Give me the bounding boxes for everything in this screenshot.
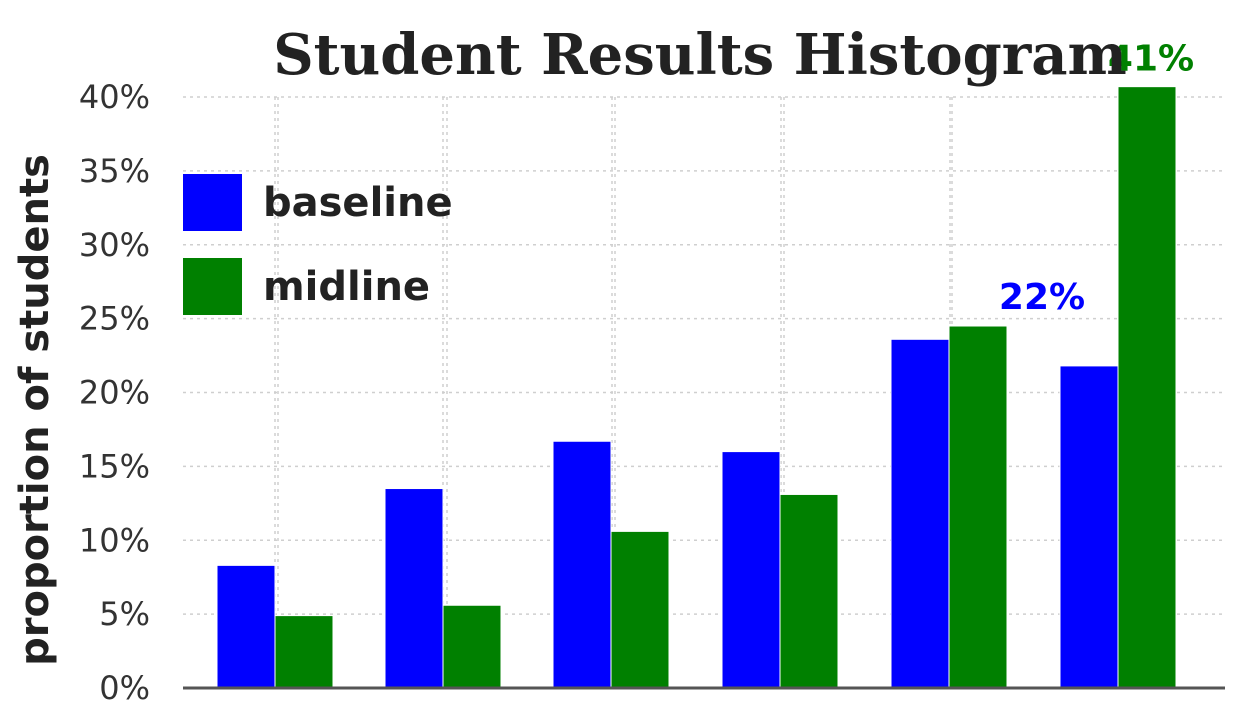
bar-midline (610, 530, 670, 689)
legend-label-baseline: baseline (263, 180, 453, 226)
bar-baseline (552, 440, 612, 689)
data-label-midline: 41% (1108, 39, 1194, 80)
bar-baseline (890, 338, 950, 689)
bar-midline (442, 604, 502, 689)
bar-baseline (384, 488, 444, 689)
bar-baseline (1059, 365, 1119, 689)
y-tick-label: 40% (79, 78, 150, 116)
bar-midline (1117, 86, 1177, 689)
legend: baseline midline (183, 174, 453, 315)
data-label-baseline: 22% (999, 277, 1085, 318)
y-axis-label: proportion of students (12, 154, 58, 666)
y-tick-label: 35% (79, 152, 150, 190)
y-tick-label: 0% (99, 669, 150, 707)
y-tick-label: 25% (79, 300, 150, 338)
legend-label-midline: midline (263, 264, 430, 310)
legend-swatch-baseline (183, 174, 242, 231)
labels: 0% 5% 10% 15% 20% 25% 30% 35% 40% 22% 41% (79, 39, 1194, 707)
bar-midline (948, 325, 1008, 689)
y-tick-label: 20% (79, 374, 150, 412)
legend-swatch-midline (183, 258, 242, 315)
bar-baseline (721, 451, 781, 689)
y-tick-label: 10% (79, 521, 150, 559)
y-tick-label: 30% (79, 226, 150, 264)
chart-title: Student Results Histogram (273, 22, 1127, 88)
bars (216, 86, 1177, 689)
y-tick-label: 5% (99, 595, 150, 633)
bar-baseline (216, 564, 276, 689)
bar-midline (274, 615, 334, 689)
bar-midline (779, 493, 839, 689)
y-tick-label: 15% (79, 447, 150, 485)
